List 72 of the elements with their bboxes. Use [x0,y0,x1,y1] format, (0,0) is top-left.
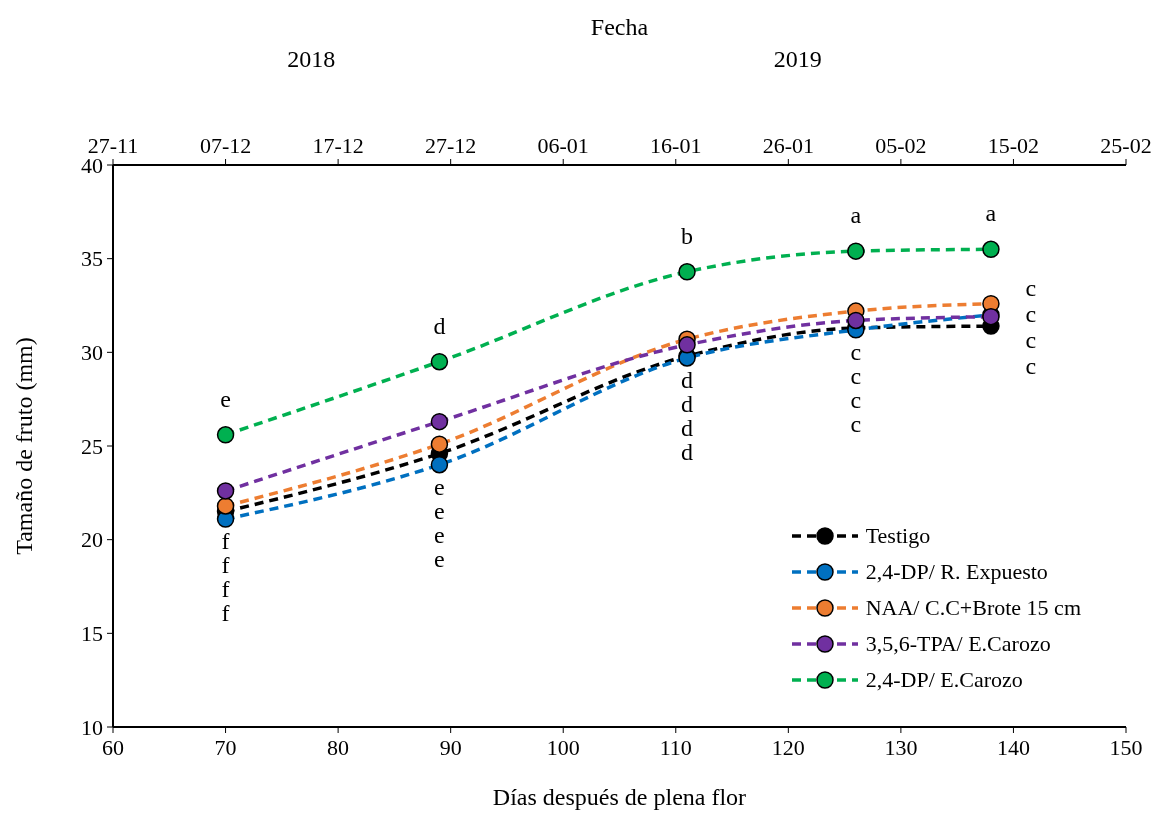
data-label: b [681,222,694,249]
x-tick-label: 60 [102,734,124,760]
data-label: a [985,200,997,227]
data-label: d [681,414,694,441]
data-label: e [434,545,445,572]
data-label: c [850,410,862,437]
x-tick-label: 130 [884,734,918,760]
y-tick-label: 20 [81,527,103,553]
y-tick-label: 35 [81,246,103,272]
text: 2019 [773,46,822,73]
data-label: c [850,338,862,365]
legend-label: 3,5,6-TPA/ E.Carozo [865,631,1051,657]
data-label: f [221,528,230,555]
data-label: c [1025,352,1037,379]
x2-axis-title: Fecha [590,14,649,41]
data-label: e [434,497,445,524]
x-tick-label: 90 [439,734,462,760]
x2-tick-label: 07-12 [199,133,252,158]
x2-tick-label: 15-02 [987,133,1040,158]
data-label: c [1025,326,1037,353]
x-axis-title: Días después de plena flor [492,784,747,810]
point [430,412,449,431]
x-tick-label: 150 [1109,734,1143,760]
point [216,426,235,444]
data-label: d [681,438,694,465]
x2-tick-label: 27-12 [425,133,477,158]
point [216,482,235,500]
y-tick-label: 25 [81,433,103,459]
x-tick-label: 140 [996,734,1030,760]
x2-tick-label: 16-01 [650,133,702,158]
point [678,263,696,281]
point [678,336,696,354]
legend-label: Testigo [865,523,931,549]
legend-label: NAA/ C.C+Brote 15 cm [865,595,1081,621]
legend-label: 2,4-DP/ E.Carozo [865,667,1023,693]
data-label: c [1025,300,1037,327]
data-label: e [220,385,231,412]
point [430,455,449,474]
point [216,497,235,515]
x-tick-label: 120 [771,734,805,760]
y-tick-label: 15 [81,621,103,647]
data-label: c [1025,274,1037,301]
x2-tick-label: 17-12 [312,133,364,158]
y-axis-title: Tamaño de fruto (mm) [10,337,37,555]
point [982,240,1000,259]
data-label: f [221,552,230,579]
point [430,435,449,453]
y-tick-label: 30 [81,340,103,366]
y-tick-label: 10 [81,714,103,740]
data-label: a [850,202,862,229]
data-label: c [850,386,862,413]
x-tick-label: 110 [659,734,692,760]
legend-label: 2,4-DP/ R. Expuesto [865,559,1048,585]
x-tick-label: 80 [327,734,350,760]
x2-tick-label: 05-02 [875,133,927,158]
data-label: f [221,576,230,603]
data-label: e [434,473,445,500]
data-label: c [850,362,862,389]
x2-tick-label: 26-01 [762,133,814,158]
x-tick-label: 100 [546,734,580,760]
point [847,242,865,260]
text: 2018 [287,46,336,73]
x2-tick-label: 06-01 [537,133,589,158]
data-label: e [434,521,445,548]
x-tick-label: 70 [214,734,237,760]
data-label: d [681,366,694,393]
data-label: d [433,312,446,339]
data-label: d [681,390,694,417]
x2-tick-label: 25-02 [1100,133,1152,158]
point [430,352,449,371]
data-label: f [221,600,230,627]
point [847,311,865,330]
